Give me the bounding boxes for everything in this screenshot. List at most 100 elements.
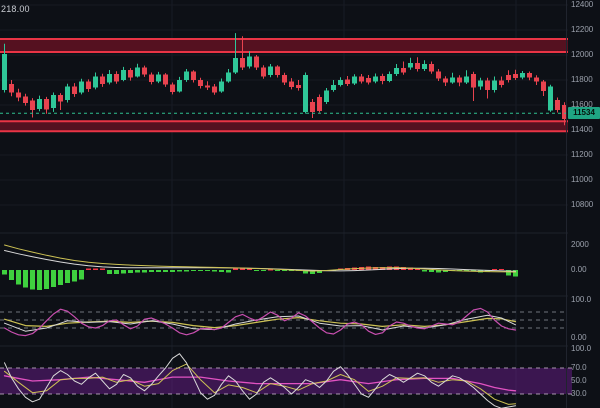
- candle-body: [380, 76, 385, 81]
- macd-histogram-bar: [149, 270, 154, 273]
- candle-body: [562, 105, 567, 119]
- candle-body: [191, 71, 196, 80]
- macd-histogram-bar: [9, 270, 14, 280]
- candle-body: [534, 77, 539, 82]
- candle-body: [51, 95, 56, 109]
- candle-body: [212, 86, 217, 93]
- price-axis-tick: 11200: [571, 150, 593, 159]
- macd-histogram-bar: [51, 270, 56, 287]
- candle-body: [142, 67, 147, 75]
- candle-body: [16, 92, 21, 98]
- candle-body: [548, 86, 553, 111]
- macd-histogram-bar: [485, 270, 490, 273]
- stochastic-axis-tick: 100.0: [571, 344, 592, 353]
- macd-histogram-bar: [464, 270, 469, 271]
- stoch-k-line: [4, 353, 516, 408]
- candle-body: [198, 80, 203, 86]
- candle-body: [205, 85, 210, 88]
- candle-body: [58, 95, 63, 102]
- macd-histogram-bar: [2, 270, 7, 275]
- candle-body: [23, 96, 28, 104]
- macd-histogram-bar: [233, 268, 238, 270]
- candle-body: [429, 64, 434, 72]
- candle-body: [408, 63, 413, 68]
- macd-histogram-bar: [247, 268, 252, 270]
- candle-body: [422, 64, 427, 69]
- candle-body: [478, 80, 483, 87]
- candle-body: [2, 53, 7, 90]
- macd-histogram-bar: [380, 267, 385, 270]
- candle-body: [37, 98, 42, 109]
- macd-histogram-bar: [513, 270, 518, 277]
- macd-histogram-bar: [408, 267, 413, 270]
- macd-histogram-bar: [275, 270, 280, 271]
- candle-body: [436, 71, 441, 79]
- macd-histogram-bar: [198, 270, 203, 271]
- macd-histogram-bar: [72, 270, 77, 282]
- macd-histogram-bar: [219, 270, 224, 272]
- macd-histogram-bar: [506, 270, 511, 276]
- price-axis-tick: 11000: [571, 175, 593, 184]
- candle-body: [233, 58, 238, 73]
- macd-histogram-bar: [205, 270, 210, 271]
- macd-histogram-bar: [58, 270, 63, 285]
- candle-body: [555, 100, 560, 110]
- candle-body: [107, 73, 112, 83]
- macd-line: [4, 244, 516, 273]
- macd-histogram-bar: [93, 268, 98, 270]
- oscillator-mid-line: [4, 314, 516, 332]
- candle-body: [170, 84, 175, 92]
- oscillator-fast-line: [3, 307, 517, 337]
- price-axis-tick: 12000: [571, 50, 594, 59]
- macd-histogram-bar: [443, 270, 448, 272]
- stochastic-axis-tick: 50.0: [571, 376, 587, 385]
- price-axis[interactable]: 12400 12200 12000 11800 11600 11400 11200 11000…: [566, 0, 600, 408]
- macd-histogram-bar: [65, 270, 70, 284]
- candle-body: [345, 79, 350, 84]
- macd-histogram-bar: [422, 270, 427, 272]
- macd-histogram-bar: [436, 270, 441, 273]
- macd-histogram-bar: [373, 266, 378, 270]
- macd-histogram-bar: [303, 270, 308, 274]
- macd-histogram-bar: [499, 268, 504, 270]
- macd-histogram-bar: [128, 270, 133, 273]
- resistance-zone: [0, 39, 568, 52]
- candle-body: [268, 66, 273, 75]
- candle-body: [331, 84, 336, 90]
- macd-histogram-bar: [100, 268, 105, 270]
- macd-histogram-bar: [268, 269, 273, 271]
- price-axis-tick: 11800: [571, 75, 593, 84]
- macd-histogram-bar: [184, 270, 189, 272]
- candle-body: [366, 77, 371, 83]
- macd-histogram-bar: [282, 270, 287, 271]
- macd-histogram-bar: [191, 270, 196, 272]
- macd-histogram-bar: [86, 268, 91, 270]
- candle-body: [359, 76, 364, 82]
- candle-body: [415, 62, 420, 69]
- macd-histogram-bar: [142, 270, 147, 273]
- candle-body: [352, 76, 357, 84]
- candle-body: [289, 81, 294, 87]
- candle-body: [9, 83, 14, 93]
- candle-body: [401, 67, 406, 73]
- candle-body: [247, 56, 252, 67]
- macd-histogram-bar: [254, 270, 259, 271]
- macd-histogram-bar: [261, 270, 266, 271]
- candle-body: [72, 86, 77, 94]
- candle-body: [450, 77, 455, 83]
- last-price-badge: 11534: [568, 107, 600, 119]
- macd-histogram-bar: [163, 270, 168, 272]
- candle-body: [373, 76, 378, 82]
- candle-body: [240, 58, 245, 68]
- candle-body: [303, 74, 308, 112]
- candle-body: [296, 85, 301, 89]
- macd-histogram-bar: [387, 266, 392, 270]
- macd-histogram-bar: [114, 270, 119, 275]
- price-axis-tick: 11600: [571, 100, 593, 109]
- candle-body: [394, 67, 399, 74]
- candle-body: [338, 80, 343, 85]
- macd-axis-tick: 0.00: [571, 265, 587, 274]
- macd-histogram-bar: [177, 270, 182, 272]
